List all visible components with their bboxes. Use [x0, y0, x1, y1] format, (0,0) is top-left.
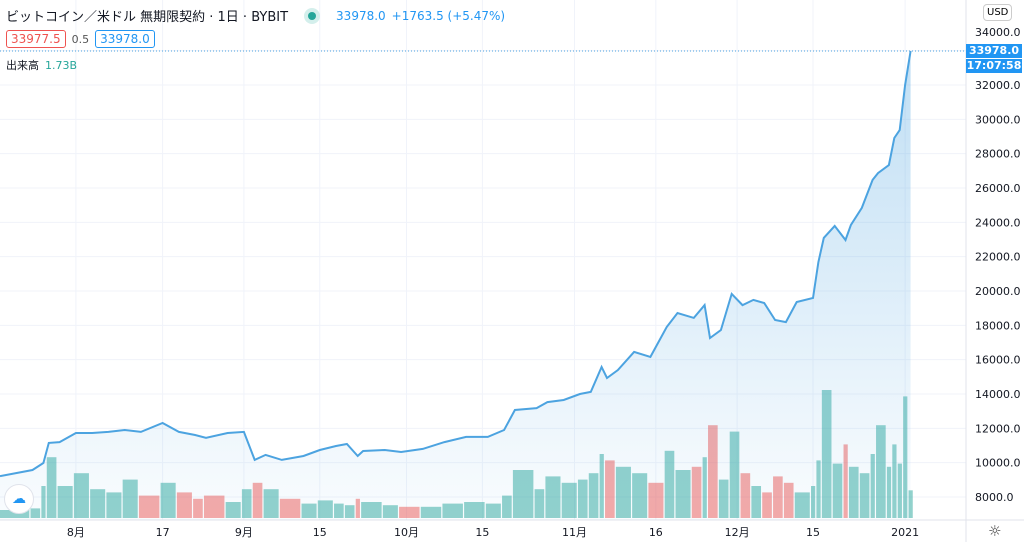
x-tick-label: 12月: [725, 526, 750, 539]
y-tick-label: 28000.0: [975, 148, 1021, 161]
y-tick-label: 10000.0: [975, 457, 1021, 470]
volume-value: 1.73B: [45, 59, 78, 72]
y-tick-label: 18000.0: [975, 319, 1021, 332]
y-tick-label: 30000.0: [975, 113, 1021, 126]
x-tick-label: 15: [806, 526, 820, 539]
volume-legend: 出来高 1.73B: [6, 57, 77, 73]
y-tick-label: 34000.0: [975, 26, 1021, 39]
spread: 0.5: [71, 32, 90, 46]
x-tick-label: 2021: [891, 526, 919, 539]
ask-price[interactable]: 33978.0: [95, 30, 155, 48]
y-tick-label: 26000.0: [975, 182, 1021, 195]
y-tick-label: 32000.0: [975, 79, 1021, 92]
x-tick-label: 15: [475, 526, 489, 539]
volume-label: 出来高: [6, 59, 39, 72]
x-tick-label: 10月: [394, 526, 419, 539]
countdown-tag: 17:07:58: [966, 58, 1022, 73]
y-tick-label: 14000.0: [975, 388, 1021, 401]
chart-legend: ビットコイン／米ドル 無期限契約 · 1日 · BYBIT 33978.0 +1…: [6, 6, 506, 26]
price-change: +1763.5 (+5.47%): [391, 8, 506, 23]
bid-price[interactable]: 33977.5: [6, 30, 66, 48]
price-area: [0, 51, 911, 520]
settings-gear-icon[interactable]: ☼: [988, 522, 1002, 540]
x-tick-label: 9月: [235, 526, 253, 539]
last-price-tag: 33978.0: [966, 44, 1022, 58]
y-tick-label: 22000.0: [975, 251, 1021, 264]
x-tick-label: 15: [313, 526, 327, 539]
tradingview-logo-icon[interactable]: ☁: [4, 484, 34, 514]
last-price: 33978.0: [336, 8, 386, 23]
y-tick-label: 8000.0: [975, 491, 1014, 504]
market-status-icon: [308, 11, 317, 20]
x-tick-label: 16: [649, 526, 663, 539]
volume-bar: [908, 490, 913, 518]
symbol-title[interactable]: ビットコイン／米ドル 無期限契約 · 1日 · BYBIT: [6, 10, 289, 25]
x-tick-label: 17: [156, 526, 170, 539]
quote-row: 33977.5 0.5 33978.0: [6, 30, 155, 48]
x-tick-label: 8月: [67, 526, 85, 539]
y-tick-label: 24000.0: [975, 216, 1021, 229]
y-tick-label: 12000.0: [975, 422, 1021, 435]
x-tick-label: 11月: [562, 526, 587, 539]
price-line: [0, 50, 912, 478]
currency-button[interactable]: USD: [983, 4, 1013, 21]
y-tick-label: 16000.0: [975, 354, 1021, 367]
y-tick-label: 20000.0: [975, 285, 1021, 298]
